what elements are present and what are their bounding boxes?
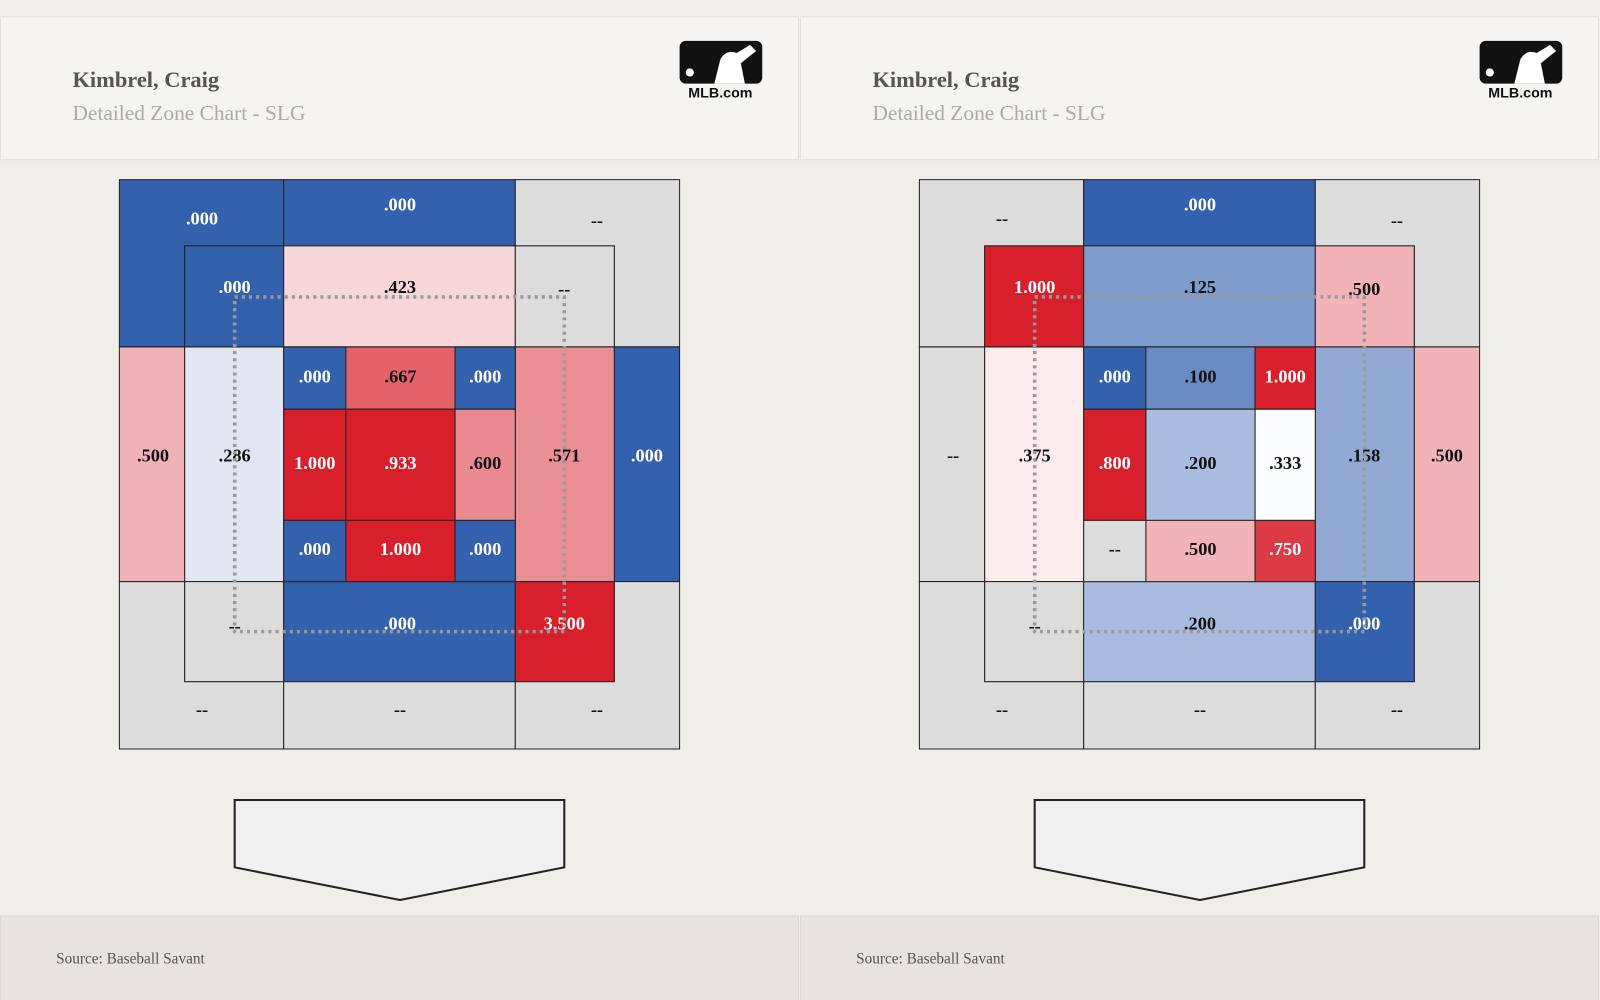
zone-label: .423 [384, 277, 416, 297]
panel: Kimbrel, Craig Detailed Zone Chart - SLG M… [0, 16, 799, 1000]
zone-label: -- [1109, 539, 1121, 559]
zone-label: 1.000 [1014, 277, 1055, 297]
zone-label: .750 [1269, 539, 1301, 559]
chart-subtitle: Detailed Zone Chart - SLG [872, 101, 1105, 125]
zone-label: -- [1029, 616, 1041, 636]
zone-label: .600 [469, 453, 501, 473]
strike-zone [232, 295, 567, 634]
source-note: Source: Baseball Savant [56, 951, 205, 968]
player-name: Kimbrel, Craig [72, 67, 219, 92]
logo-text: MLB.com [688, 86, 752, 102]
zone-label: 1.000 [294, 453, 335, 473]
zone-label: -- [591, 211, 603, 231]
zone-label: -- [996, 209, 1008, 229]
zone-label: -- [1194, 699, 1206, 719]
zone-label: .000 [384, 614, 416, 634]
zone-label: -- [1391, 699, 1403, 719]
player-name: Kimbrel, Craig [872, 67, 1019, 92]
zone-label: .000 [299, 366, 331, 386]
zone-label: .800 [1099, 453, 1131, 473]
home-plate [233, 798, 566, 902]
zone-label: -- [591, 699, 603, 719]
zone-label: .000 [631, 445, 663, 465]
zone-label: .000 [1099, 366, 1131, 386]
footer-box [800, 915, 1599, 1000]
zone-label: .000 [1348, 614, 1380, 634]
zone-label: .500 [1431, 445, 1463, 465]
logo-ball [685, 68, 694, 77]
zone-label: .286 [219, 445, 251, 465]
footer-box [0, 915, 799, 1000]
source-note: Source: Baseball Savant [856, 951, 1005, 968]
logo-silhouette [714, 44, 757, 84]
zone-label: .333 [1269, 453, 1301, 473]
zone-label: .125 [1184, 277, 1216, 297]
zone-label: .375 [1019, 445, 1051, 465]
zone-cell [454, 519, 516, 583]
zone-label: -- [394, 699, 406, 719]
chart-subtitle: Detailed Zone Chart - SLG [72, 101, 305, 125]
zone-label: 1.000 [380, 539, 421, 559]
zone-label: -- [229, 616, 241, 636]
zone-label: .000 [186, 209, 218, 229]
zone-label: .100 [1184, 366, 1216, 386]
zone-label: 1.000 [1265, 366, 1306, 386]
zone-label: .000 [1184, 194, 1216, 214]
zone-label: .000 [384, 194, 416, 214]
zone-label: .000 [219, 277, 251, 297]
zone-label: -- [947, 445, 959, 465]
panel: Kimbrel, Craig Detailed Zone Chart - SLG M… [799, 16, 1599, 1000]
zone-label: -- [196, 699, 208, 719]
zone-label: .000 [299, 539, 331, 559]
zone-cell [1314, 581, 1415, 683]
zone-label: .000 [469, 366, 501, 386]
zone-label: .500 [137, 445, 169, 465]
home-plate [1033, 798, 1366, 902]
zone-label: .500 [1184, 539, 1216, 559]
zone-label: .200 [1184, 453, 1216, 473]
strike-zone [1032, 295, 1367, 634]
zone-label: -- [996, 699, 1008, 719]
zone-label: .000 [469, 539, 501, 559]
header-box [0, 16, 799, 161]
zone-cell [1254, 519, 1316, 583]
zone-label: .500 [1348, 279, 1380, 299]
logo-text: MLB.com [1488, 86, 1552, 102]
zone-label: .933 [384, 453, 416, 473]
zone-cell [514, 581, 615, 683]
zone-label: -- [558, 279, 570, 299]
logo-ball [1485, 68, 1494, 77]
header-box [799, 16, 1599, 161]
zone-label: 3.500 [544, 614, 585, 634]
zone-label: .667 [384, 366, 416, 386]
zone-label: -- [1391, 211, 1403, 231]
zone-label: .200 [1184, 614, 1216, 634]
logo-silhouette [1514, 44, 1557, 84]
